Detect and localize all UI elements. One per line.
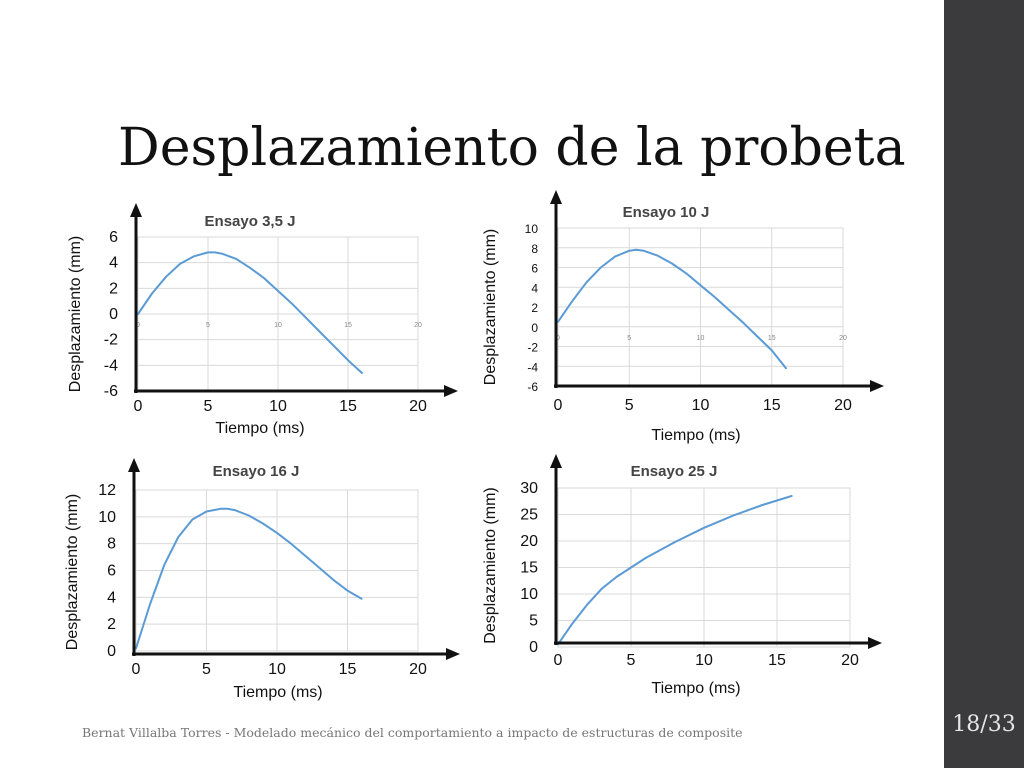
x-axis-arrow [446,648,460,660]
slide-sidebar [944,0,1024,768]
y-axis-arrow [130,203,142,217]
y-tick-label: -6 [104,383,118,400]
y-tick-label: -4 [104,357,118,374]
y-tick-label: 4 [531,281,538,295]
page-number: 18/33 [952,712,1016,737]
y-tick-label: 2 [109,280,118,297]
x-tick-label: 10 [692,397,710,414]
chart-title: Ensayo 25 J [631,463,718,480]
y-tick-label: 6 [109,229,118,246]
y-tick-label: 2 [107,616,116,633]
x-tick-label: 20 [409,398,427,415]
inner-x-tick-label: 15 [768,335,776,342]
x-tick-label: 5 [625,397,634,414]
y-tick-label: 10 [98,509,116,526]
y-tick-label: 15 [520,560,538,577]
y-tick-label: 2 [531,301,538,315]
inner-x-tick-label: 10 [274,322,282,329]
x-axis-label: Tiempo (ms) [651,427,740,444]
x-tick-label: 10 [269,398,287,415]
x-tick-label: 0 [132,661,141,678]
y-tick-label: 0 [531,321,538,335]
chart-ensayo-25j: 30 25 20 15 10 5 00 5 10 15 20 Ensayo 25 J Tiempo (m… [482,454,882,697]
y-tick-label: 6 [107,563,116,580]
y-tick-label: 20 [520,533,538,550]
x-tick-label: 20 [409,661,427,678]
y-tick-label: 4 [107,589,116,606]
series-line [557,495,793,646]
y-axis-label: Desplazamiento (mm) [64,494,81,650]
inner-x-tick-label: 0 [556,335,560,342]
x-axis-label: Tiempo (ms) [215,420,304,437]
y-tick-label: 10 [525,222,539,236]
inner-x-tick-label: 15 [344,322,352,329]
x-tick-label: 10 [268,661,286,678]
x-axis-label: Tiempo (ms) [651,680,740,697]
x-tick-label: 0 [554,652,563,669]
x-tick-label: 15 [339,661,357,678]
slide-title: Desplazamiento de la probeta [118,118,906,178]
y-axis-arrow [550,190,562,204]
x-axis-label: Tiempo (ms) [233,684,322,701]
inner-x-tick-label: 5 [627,335,631,342]
chart-title: Ensayo 3,5 J [205,213,296,230]
y-axis-arrow [128,458,140,472]
inner-x-tick-label: 20 [414,322,422,329]
y-tick-label: 0 [109,306,118,323]
x-tick-label: 5 [204,398,213,415]
y-tick-label: -2 [104,332,118,349]
x-tick-label: 5 [202,661,211,678]
slide-footer: Bernat Villalba Torres - Modelado mecáni… [82,725,743,740]
y-tick-label: 4 [109,255,118,272]
series-line [135,507,363,650]
x-tick-label: 15 [339,398,357,415]
chart-title: Ensayo 10 J [623,204,710,221]
y-axis-label: Desplazamiento (mm) [67,236,84,392]
inner-x-tick-label: 20 [839,335,847,342]
y-tick-label: -6 [527,380,538,394]
y-tick-label: 25 [520,507,538,524]
series-line [557,248,787,370]
y-tick-label: 12 [98,482,116,499]
x-axis-arrow [868,637,882,649]
y-tick-label: 8 [107,536,116,553]
x-tick-label: 10 [695,652,713,669]
inner-x-tick-label: 10 [697,335,705,342]
series-line [137,251,363,374]
x-tick-label: 5 [627,652,636,669]
x-axis-arrow [870,380,884,392]
y-tick-label: 0 [107,643,116,660]
y-tick-label: 0 [529,639,538,656]
inner-x-tick-label: 5 [206,322,210,329]
y-tick-label: -4 [527,360,538,374]
chart-title: Ensayo 16 J [213,463,300,480]
y-tick-label: 8 [531,242,538,256]
inner-x-tick-label: 0 [136,322,140,329]
y-axis-arrow [550,454,562,468]
x-axis-arrow [444,385,458,397]
y-axis-label: Desplazamiento (mm) [482,487,499,643]
x-tick-label: 15 [763,397,781,414]
x-tick-label: 20 [841,652,859,669]
y-axis-label: Desplazamiento (mm) [482,229,499,385]
x-tick-label: 20 [834,397,852,414]
x-tick-label: 0 [554,397,563,414]
y-tick-label: 10 [520,586,538,603]
y-tick-label: 5 [529,613,538,630]
y-tick-label: -2 [527,341,538,355]
x-tick-label: 15 [768,652,786,669]
y-tick-label: 6 [531,262,538,276]
y-tick-label: 30 [520,480,538,497]
x-tick-label: 0 [134,398,143,415]
